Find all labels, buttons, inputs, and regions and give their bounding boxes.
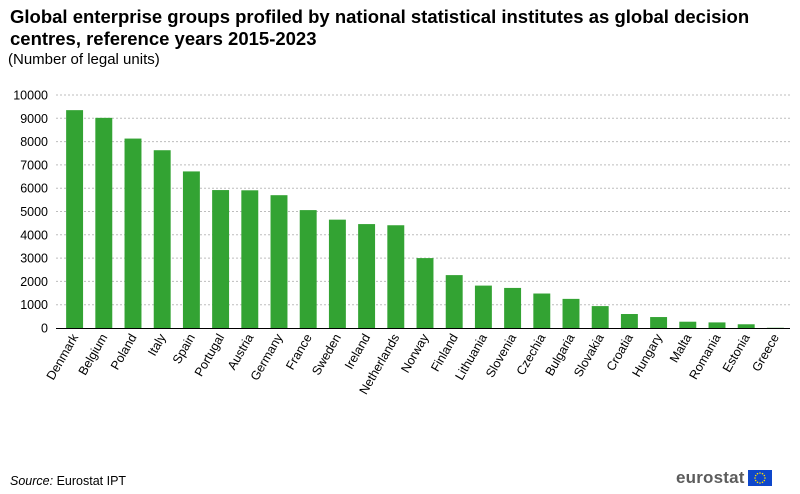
bar bbox=[182, 171, 200, 328]
flag-star bbox=[763, 477, 766, 479]
bar bbox=[737, 324, 755, 328]
y-tick-label: 3000 bbox=[20, 252, 48, 266]
y-tick-label: 9000 bbox=[20, 112, 48, 126]
y-tick-label: 0 bbox=[41, 322, 48, 336]
y-tick-label: 7000 bbox=[20, 158, 48, 172]
flag-star bbox=[754, 479, 757, 482]
bar bbox=[474, 285, 492, 328]
bar-chart: 0 1000 2000 3000 4000 5000 6000 7000 8000 9000 100… bbox=[13, 89, 790, 397]
x-tick-label: Norway bbox=[398, 331, 432, 375]
x-tick-label: Estonia bbox=[720, 331, 753, 374]
bar bbox=[328, 219, 346, 328]
x-tick-label: Malta bbox=[667, 331, 694, 365]
source-label: Source: bbox=[10, 474, 54, 488]
bar bbox=[241, 190, 259, 328]
flag-star bbox=[758, 482, 761, 484]
chart-title: Global enterprise groups profiled by nat… bbox=[10, 6, 750, 49]
bar bbox=[212, 190, 230, 328]
bar bbox=[95, 117, 113, 328]
x-tick-label: Italy bbox=[145, 331, 169, 359]
bar bbox=[153, 150, 171, 328]
x-tick-label: Ireland bbox=[342, 331, 373, 371]
x-tick-label: France bbox=[283, 331, 315, 372]
y-tick-label: 6000 bbox=[20, 182, 48, 196]
flag-star bbox=[758, 472, 761, 474]
bar bbox=[679, 321, 697, 328]
bar bbox=[620, 314, 638, 328]
x-tick-label: Spain bbox=[170, 331, 198, 366]
bar bbox=[533, 293, 551, 328]
flag-star bbox=[763, 479, 765, 482]
x-tick-label: Austria bbox=[225, 331, 257, 372]
x-tick-label: Greece bbox=[749, 331, 782, 374]
bar bbox=[299, 210, 317, 328]
bar bbox=[387, 225, 405, 328]
flag-star bbox=[761, 472, 763, 475]
flag-star bbox=[756, 481, 758, 484]
bar bbox=[358, 224, 376, 328]
y-tick-label: 4000 bbox=[20, 228, 48, 242]
x-tick-label: Denmark bbox=[44, 331, 82, 383]
bar bbox=[66, 110, 84, 329]
flag-star bbox=[761, 481, 763, 484]
logo-text: eurostat bbox=[676, 468, 745, 487]
x-tick-label: Croatia bbox=[604, 331, 636, 373]
x-tick-label: Poland bbox=[108, 331, 140, 372]
flag-star bbox=[763, 474, 765, 477]
source-note: Source: Eurostat IPT bbox=[10, 474, 126, 488]
y-tick-label: 1000 bbox=[20, 298, 48, 312]
y-tick-label: 8000 bbox=[20, 135, 48, 149]
bar bbox=[650, 317, 668, 328]
flag-star bbox=[754, 474, 757, 477]
bar bbox=[708, 322, 726, 328]
bar bbox=[270, 195, 288, 328]
chart-subtitle: (Number of legal units) bbox=[8, 51, 160, 68]
flag-star bbox=[756, 472, 758, 475]
bar bbox=[124, 138, 142, 328]
y-tick-label: 2000 bbox=[20, 275, 48, 289]
bar bbox=[562, 298, 580, 328]
bar bbox=[591, 306, 609, 328]
source-text: Eurostat IPT bbox=[56, 474, 127, 488]
eurostat-logo: eurostat bbox=[676, 468, 788, 488]
eu-flag-icon bbox=[747, 470, 772, 486]
y-tick-label: 10000 bbox=[13, 89, 48, 103]
bar bbox=[416, 258, 434, 328]
bar bbox=[445, 275, 463, 328]
flag-star bbox=[753, 477, 756, 479]
bar bbox=[504, 287, 522, 328]
y-tick-label: 5000 bbox=[20, 205, 48, 219]
